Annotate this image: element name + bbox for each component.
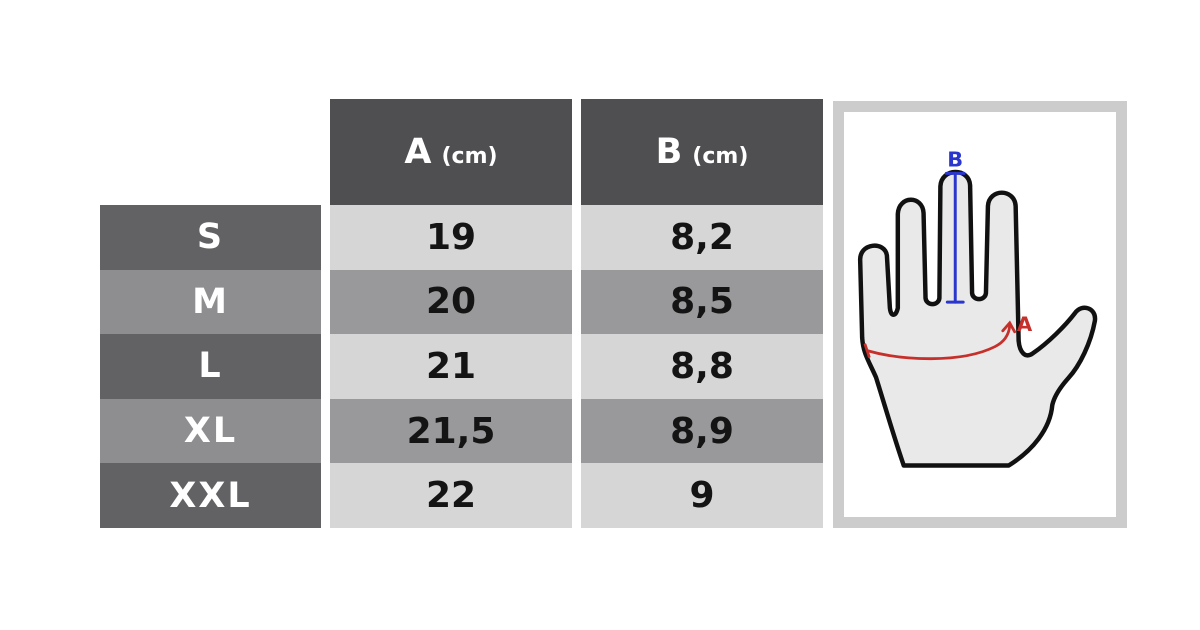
value-a-l: 21 <box>330 334 572 399</box>
header-b-unit: (cm) <box>692 144 749 169</box>
hand-icon <box>857 169 1098 468</box>
value-a-xl: 21,5 <box>330 398 572 464</box>
width-line <box>865 324 1012 361</box>
size-label-xl: XL <box>100 398 321 464</box>
value-a-m: 20 <box>330 269 572 335</box>
header-a-unit: (cm) <box>441 144 498 169</box>
value-b-s: 8,2 <box>581 205 823 270</box>
header-b-letter: B <box>655 132 684 172</box>
value-b-xl: 8,9 <box>581 398 823 464</box>
header-a-letter: A <box>404 132 433 172</box>
header-cell-b: B (cm) <box>581 99 823 205</box>
value-b-xxl: 9 <box>581 463 823 528</box>
hand-diagram-svg: B A <box>857 147 1098 468</box>
value-a-xxl: 22 <box>330 463 572 528</box>
hand-measurement-panel: B A <box>833 101 1127 528</box>
value-b-m: 8,5 <box>581 269 823 335</box>
table-corner-spacer <box>100 99 321 205</box>
glove-size-table: A (cm) B (cm) S 19 8,2 M 20 8,5 L 21 8,8… <box>100 99 823 528</box>
header-a-text: A (cm) <box>404 132 497 172</box>
header-b-text: B (cm) <box>656 132 749 172</box>
width-measure-a <box>863 320 1017 361</box>
width-label-a: A <box>1017 313 1033 336</box>
size-label-s: S <box>100 205 321 270</box>
value-b-l: 8,8 <box>581 334 823 399</box>
value-a-s: 19 <box>330 205 572 270</box>
length-label-b: B <box>947 147 963 171</box>
length-measure-b <box>944 171 966 304</box>
header-cell-a: A (cm) <box>330 99 572 205</box>
size-label-xxl: XXL <box>100 463 321 528</box>
width-arrowhead <box>1001 320 1017 334</box>
size-label-l: L <box>100 334 321 399</box>
size-label-m: M <box>100 269 321 335</box>
